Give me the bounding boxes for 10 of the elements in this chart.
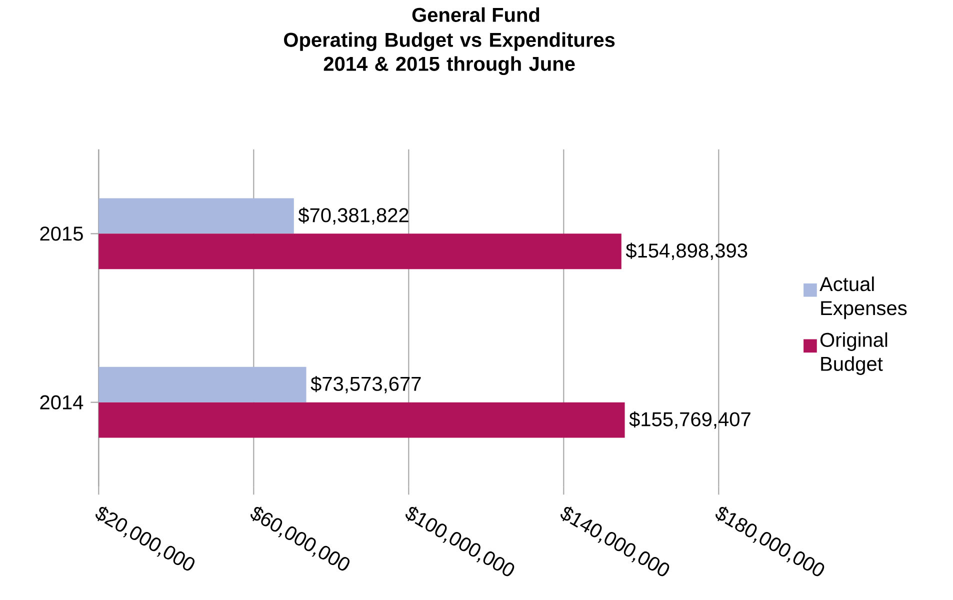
data-label: $70,381,822 bbox=[298, 207, 408, 225]
data-label: $73,573,677 bbox=[310, 376, 421, 394]
y-tick-label: 2014 bbox=[40, 395, 84, 410]
chart-title: General Fund bbox=[412, 7, 540, 22]
y-tick-label: 2015 bbox=[40, 226, 83, 241]
legend-label: Actual Expenses bbox=[820, 276, 907, 320]
data-label: $155,769,407 bbox=[629, 411, 750, 429]
legend-label: Original Budget bbox=[820, 332, 888, 375]
chart-subtitle: Operating Budget vs Expenditures 2014 & 2015 through June bbox=[284, 32, 615, 75]
data-label: $154,898,393 bbox=[626, 242, 748, 260]
